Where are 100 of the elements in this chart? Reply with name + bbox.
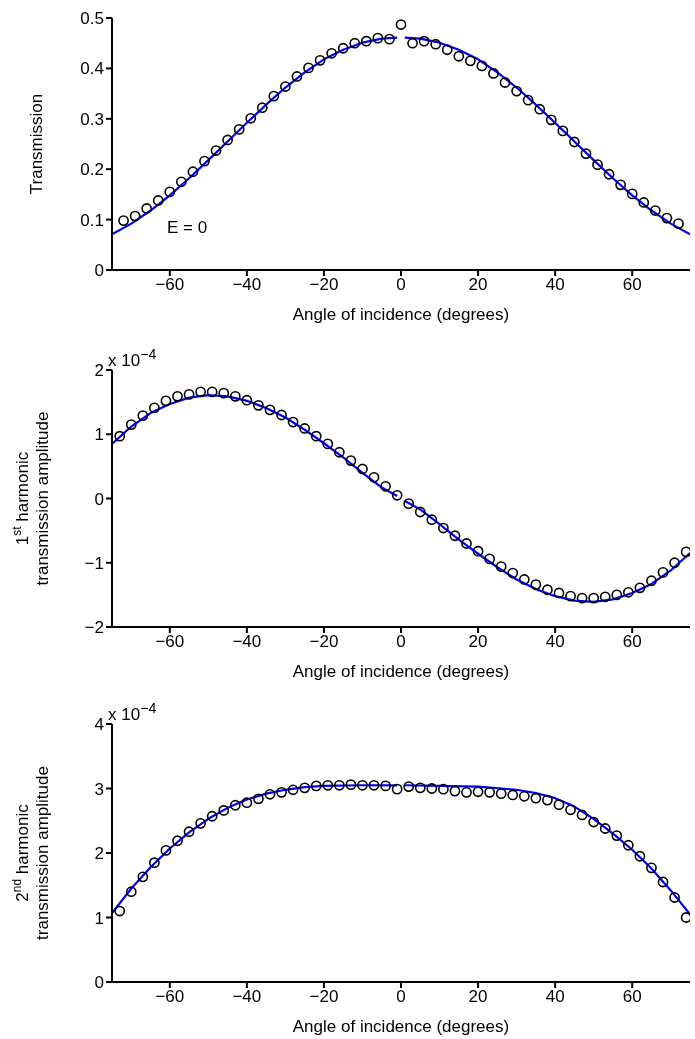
point bbox=[253, 793, 264, 805]
point bbox=[507, 789, 519, 801]
point bbox=[599, 823, 611, 834]
point bbox=[199, 155, 210, 167]
point bbox=[337, 42, 349, 54]
point bbox=[256, 102, 268, 114]
y-tick-label: 4 bbox=[94, 715, 104, 735]
y-tick-label: −2 bbox=[84, 618, 104, 638]
point bbox=[160, 845, 172, 856]
point bbox=[530, 579, 542, 590]
point bbox=[530, 792, 542, 804]
x-tick-label: 60 bbox=[622, 632, 642, 652]
point bbox=[368, 471, 380, 483]
point bbox=[646, 575, 657, 587]
point bbox=[476, 60, 488, 72]
point bbox=[657, 876, 669, 888]
point bbox=[484, 553, 496, 565]
point bbox=[657, 566, 669, 578]
point bbox=[580, 148, 592, 159]
point bbox=[403, 498, 415, 510]
point bbox=[430, 38, 442, 50]
point bbox=[461, 786, 472, 798]
point bbox=[588, 816, 600, 828]
point bbox=[233, 123, 245, 135]
point bbox=[245, 112, 257, 124]
point bbox=[472, 545, 484, 557]
point bbox=[287, 784, 299, 796]
point bbox=[333, 779, 345, 791]
point bbox=[649, 205, 661, 216]
point bbox=[615, 179, 627, 191]
y-tick-label: 2 bbox=[94, 844, 104, 864]
point bbox=[534, 103, 546, 115]
x-tick-label: 40 bbox=[545, 632, 565, 652]
point bbox=[673, 218, 684, 230]
point bbox=[310, 780, 322, 792]
point bbox=[114, 430, 126, 442]
point bbox=[553, 799, 565, 811]
x-tick-label: 40 bbox=[545, 987, 565, 1007]
point bbox=[576, 809, 588, 821]
y-tick-label: −1 bbox=[84, 553, 104, 573]
point bbox=[137, 871, 149, 883]
point bbox=[187, 166, 199, 178]
point bbox=[264, 788, 276, 800]
x-tick-label: −40 bbox=[232, 275, 262, 295]
y-tick-label: 1 bbox=[94, 908, 104, 928]
point bbox=[569, 136, 580, 148]
point bbox=[253, 399, 264, 411]
point bbox=[148, 402, 160, 414]
x-tick-label: −20 bbox=[309, 632, 339, 652]
point bbox=[357, 463, 368, 475]
x-tick-label: 40 bbox=[545, 275, 565, 295]
x-tick-label: 60 bbox=[622, 987, 642, 1007]
x-tick-label: 20 bbox=[468, 275, 488, 295]
y-tick-label: 0.2 bbox=[80, 160, 104, 180]
point bbox=[638, 197, 650, 208]
point bbox=[276, 409, 287, 421]
y-tick-label: 1 bbox=[94, 425, 104, 445]
point bbox=[611, 830, 623, 841]
point bbox=[395, 19, 407, 30]
point bbox=[542, 794, 553, 806]
point bbox=[646, 862, 657, 874]
point bbox=[669, 557, 680, 569]
point bbox=[195, 386, 207, 398]
point bbox=[148, 857, 160, 869]
x-tick-label: −20 bbox=[309, 275, 339, 295]
point bbox=[464, 55, 476, 67]
annotation: E = 0 bbox=[167, 218, 208, 238]
point bbox=[622, 586, 634, 598]
x-axis-title: Angle of incidence (degrees) bbox=[292, 305, 510, 324]
point bbox=[218, 387, 230, 399]
point bbox=[345, 455, 357, 466]
text: x 10$^{−4}$ bbox=[108, 346, 157, 371]
point bbox=[152, 195, 164, 206]
point bbox=[264, 404, 276, 416]
point bbox=[484, 786, 496, 798]
point bbox=[160, 395, 172, 407]
point bbox=[611, 589, 623, 601]
point bbox=[172, 835, 183, 847]
point bbox=[384, 33, 395, 45]
point bbox=[626, 188, 638, 200]
point bbox=[553, 587, 565, 599]
point bbox=[206, 810, 218, 822]
point bbox=[522, 94, 534, 106]
point bbox=[137, 410, 149, 422]
point bbox=[276, 786, 287, 798]
point bbox=[164, 186, 176, 198]
point bbox=[545, 114, 557, 126]
point bbox=[380, 780, 391, 792]
point bbox=[118, 215, 129, 227]
x-tick-label: −60 bbox=[155, 632, 185, 652]
x-tick-label: 20 bbox=[468, 987, 488, 1007]
point bbox=[599, 591, 611, 603]
point bbox=[565, 804, 576, 816]
y-tick-label: 0 bbox=[94, 973, 104, 993]
point bbox=[661, 212, 673, 224]
point bbox=[603, 168, 615, 180]
y-tick-label: 0.3 bbox=[80, 109, 104, 129]
point bbox=[129, 210, 141, 222]
point bbox=[437, 522, 449, 534]
point bbox=[241, 797, 253, 809]
